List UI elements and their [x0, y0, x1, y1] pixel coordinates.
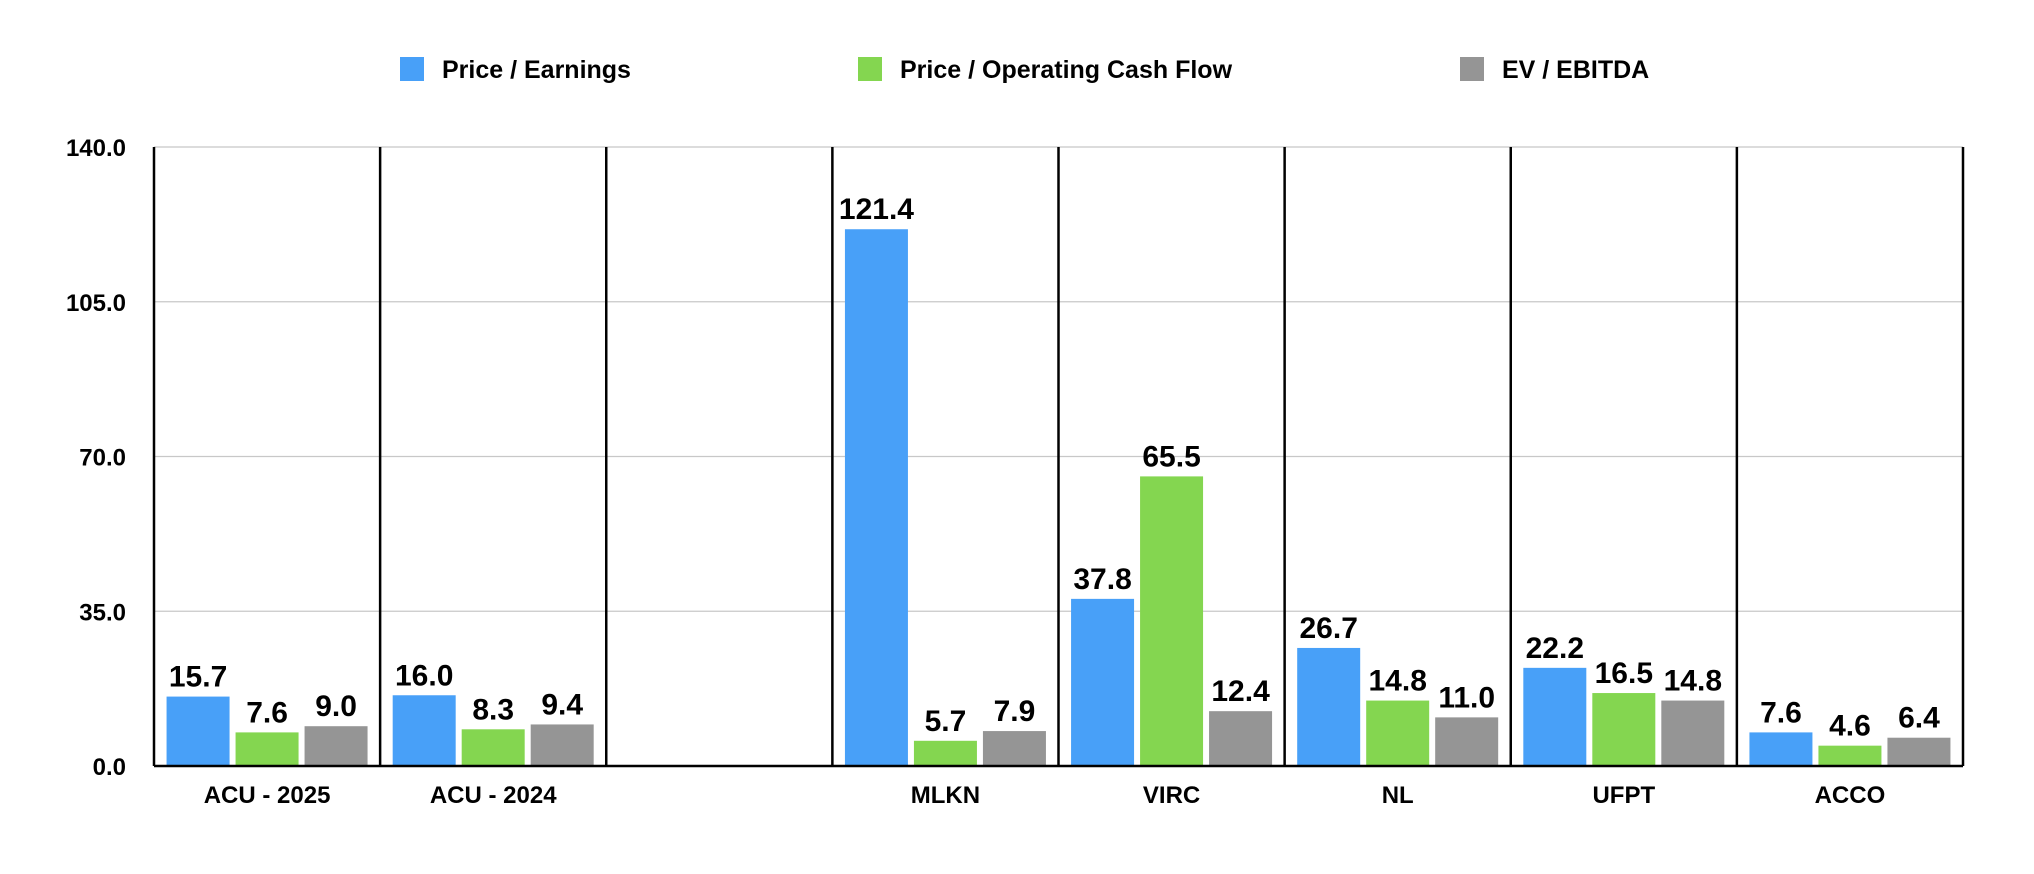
category-label: VIRC — [1143, 782, 1200, 809]
legend: Price / Earnings Price / Operating Cash F… — [400, 56, 1649, 84]
category-label: ACCO — [1815, 782, 1886, 809]
data-label: 16.5 — [1595, 657, 1653, 690]
y-tick-labels: 0.0 35.0 70.0 105.0 140.0 — [66, 135, 126, 781]
data-label: 16.0 — [395, 659, 453, 692]
data-label: 26.7 — [1299, 612, 1357, 645]
data-label: 7.6 — [1760, 696, 1802, 729]
bar — [392, 695, 456, 766]
category-label: MLKN — [911, 782, 980, 809]
bar — [166, 696, 230, 766]
bar — [913, 740, 977, 766]
y-tick-label: 0.0 — [93, 754, 126, 781]
data-label: 121.4 — [839, 193, 914, 226]
data-label: 5.7 — [925, 705, 967, 738]
bar — [1887, 737, 1951, 766]
bar — [1297, 647, 1361, 766]
data-label: 12.4 — [1211, 675, 1270, 708]
data-label: 9.0 — [315, 690, 357, 723]
bars — [166, 229, 1951, 766]
legend-label-2: Price / Operating Cash Flow — [900, 56, 1233, 84]
data-label: 22.2 — [1526, 632, 1584, 665]
category-label: ACU - 2024 — [430, 782, 557, 809]
data-label: 11.0 — [1438, 681, 1495, 714]
bar — [1435, 717, 1499, 766]
bar — [982, 731, 1046, 766]
bar — [1523, 667, 1587, 766]
data-label: 15.7 — [169, 661, 227, 694]
data-label: 6.4 — [1898, 702, 1940, 735]
y-tick-label: 70.0 — [79, 445, 126, 472]
legend-swatch-2 — [858, 57, 882, 81]
data-labels: 15.7 7.6 9.0 16.0 8.3 9.4 121.4 5.7 7.9 37.8 65.5 1… — [169, 193, 1940, 742]
data-label: 7.6 — [246, 696, 288, 729]
bar — [1209, 711, 1273, 766]
y-tick-label: 35.0 — [79, 599, 126, 626]
category-labels: ACU - 2025 ACU - 2024 MLKN VIRC NL UFPT ACCO — [204, 782, 1886, 809]
legend-label-3: EV / EBITDA — [1502, 56, 1649, 84]
data-label: 65.5 — [1142, 440, 1200, 473]
data-label: 37.8 — [1073, 563, 1131, 596]
bar — [1749, 732, 1813, 766]
legend-label-1: Price / Earnings — [442, 56, 631, 84]
bar — [1366, 700, 1430, 766]
data-label: 14.8 — [1368, 665, 1426, 698]
bar — [530, 724, 594, 766]
data-label: 7.9 — [994, 695, 1036, 728]
category-label: NL — [1382, 782, 1414, 809]
bar — [1818, 745, 1882, 766]
category-label: ACU - 2025 — [204, 782, 331, 809]
category-label: UFPT — [1592, 782, 1655, 809]
legend-swatch-3 — [1460, 57, 1484, 81]
bar — [844, 229, 908, 766]
data-label: 4.6 — [1829, 710, 1871, 743]
bar — [235, 732, 299, 766]
legend-swatch-1 — [400, 57, 424, 81]
category-dividers — [152, 147, 1965, 766]
data-label: 8.3 — [472, 693, 514, 726]
bar — [461, 729, 525, 766]
bar — [1071, 598, 1135, 766]
data-label: 14.8 — [1664, 665, 1722, 698]
y-tick-label: 105.0 — [66, 290, 126, 317]
data-label: 9.4 — [541, 688, 583, 721]
bar — [1140, 476, 1204, 766]
y-tick-label: 140.0 — [66, 135, 126, 162]
bar — [1592, 693, 1656, 766]
bar — [304, 726, 368, 766]
bar — [1661, 700, 1725, 766]
